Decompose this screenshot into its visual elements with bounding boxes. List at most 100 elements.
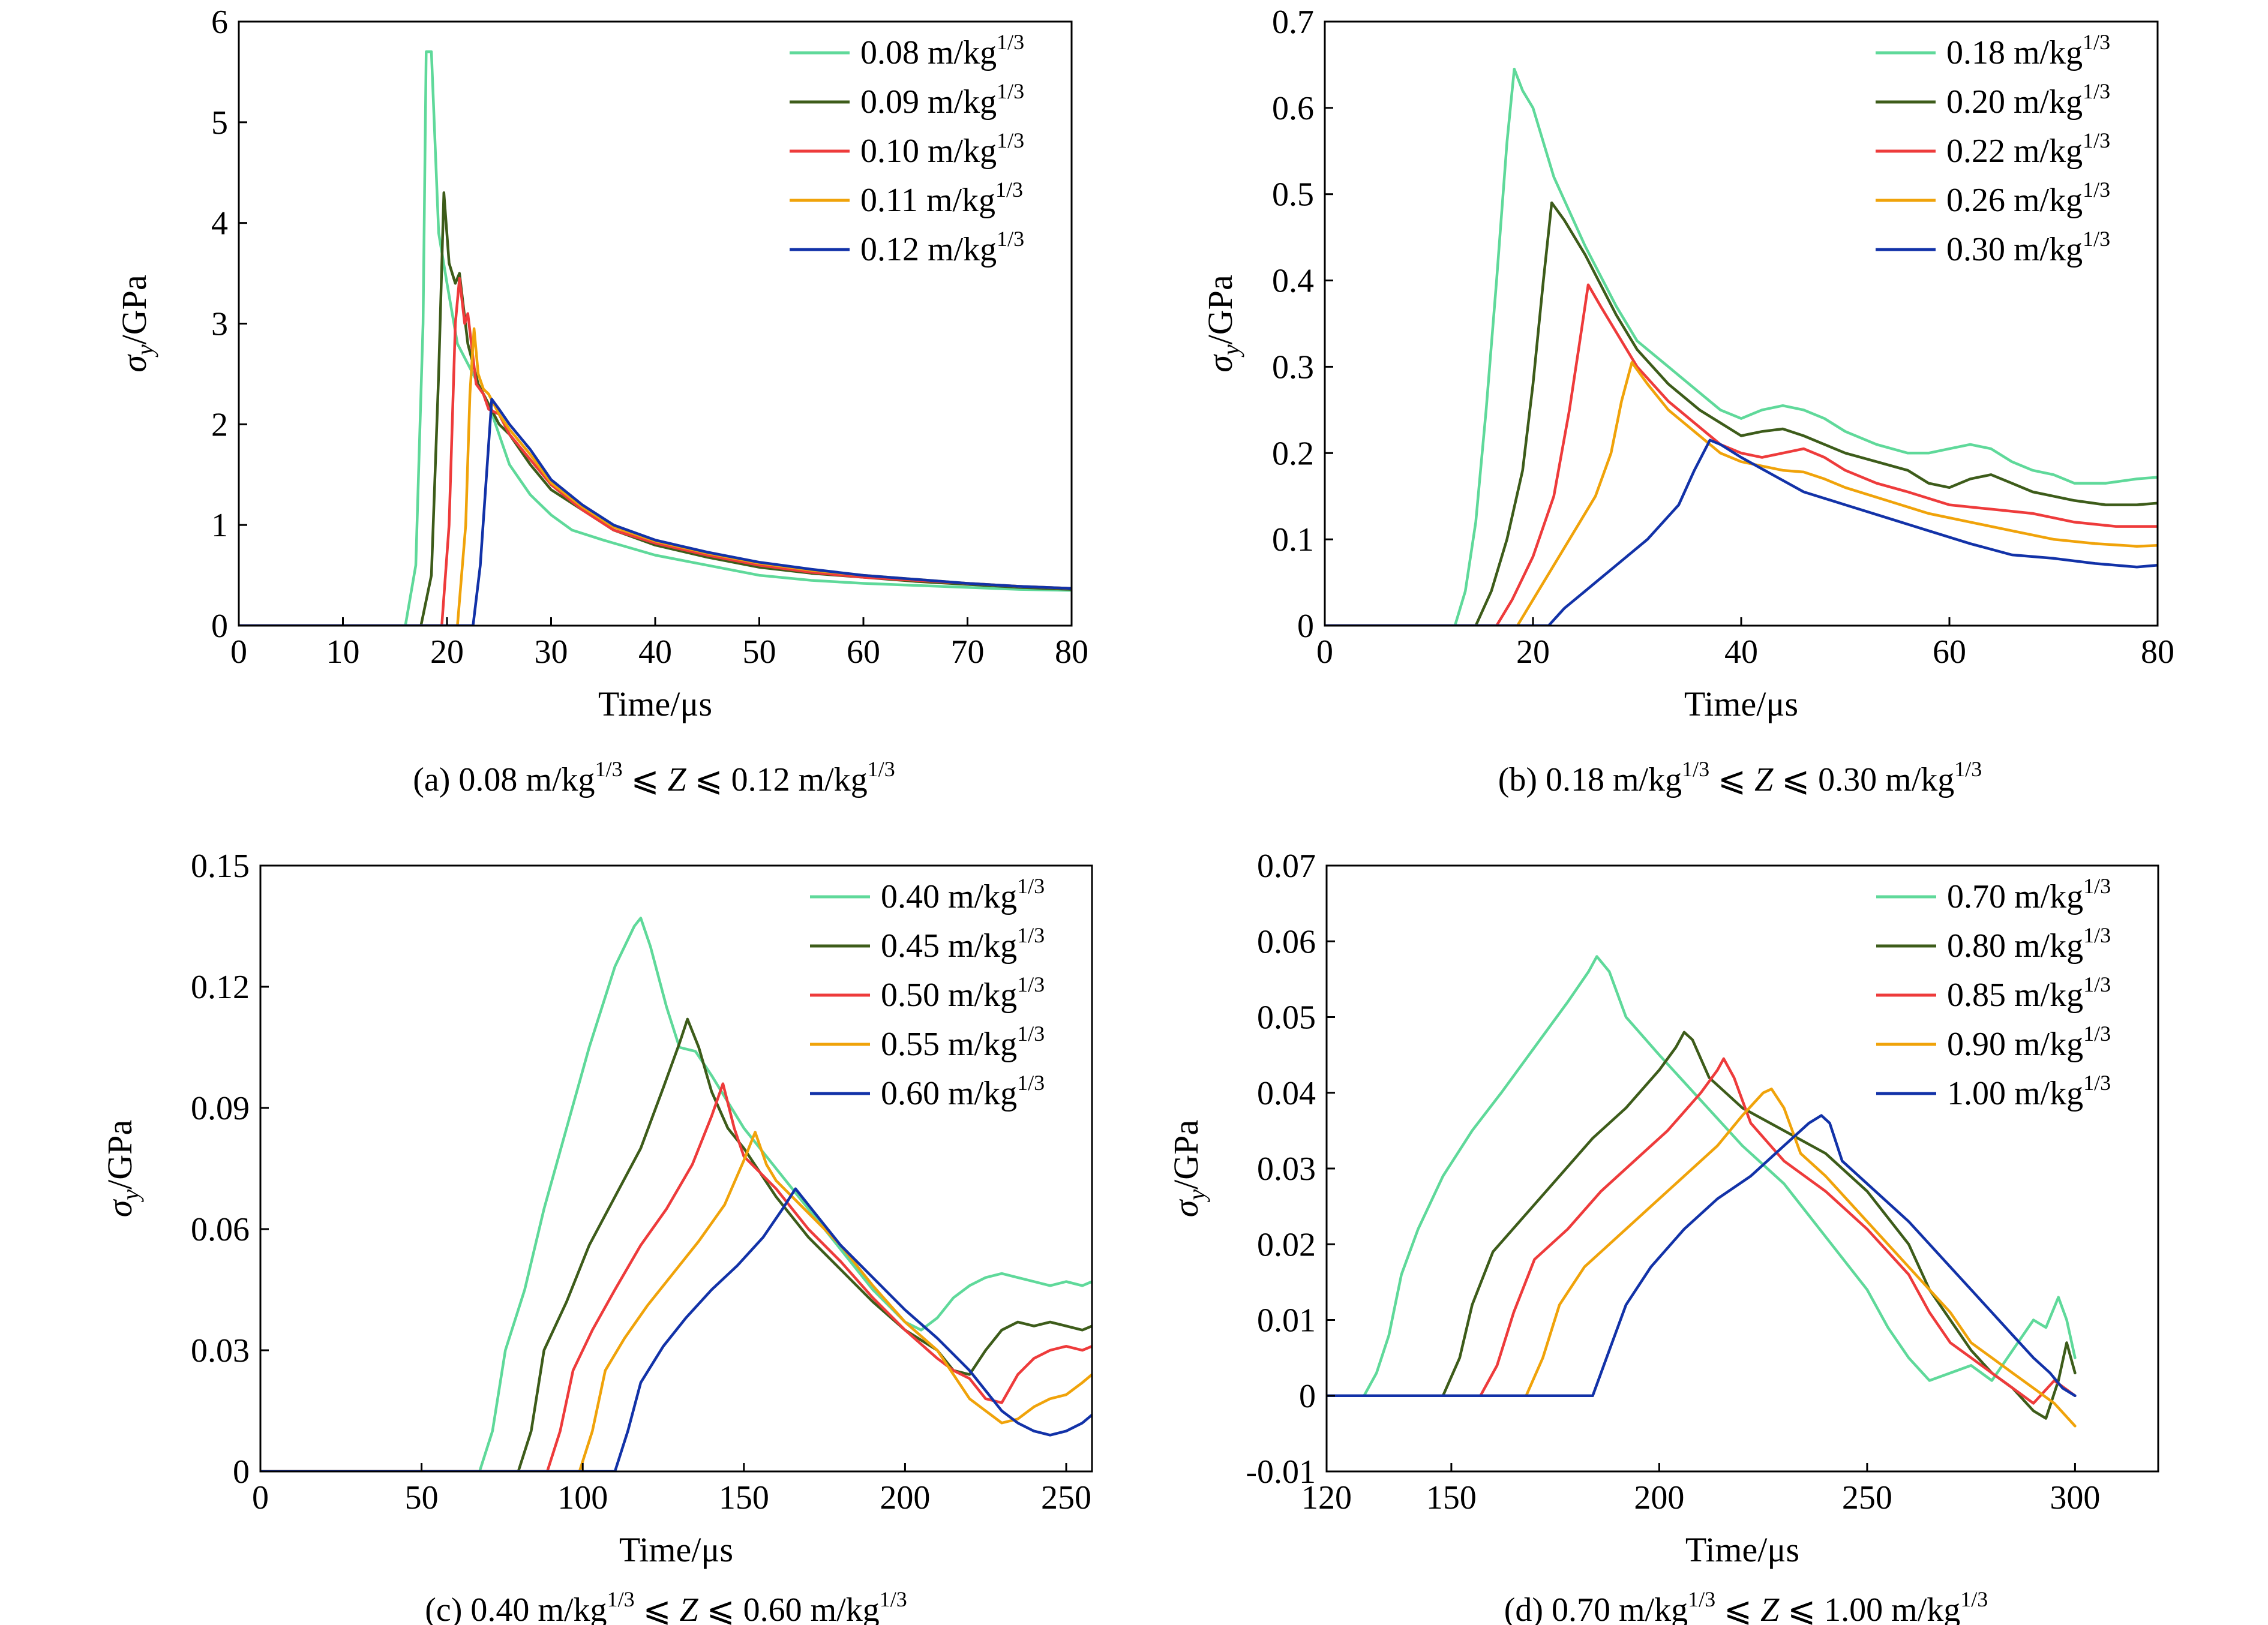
y-tick-label: -0.01 <box>1246 1453 1316 1491</box>
y-tick-label: 0.03 <box>1257 1151 1316 1188</box>
series-line-a-2 <box>239 277 1072 626</box>
legend: 0.70 m/kg1/3 0.80 m/kg1/3 0.85 m/kg1/3 0.90… <box>1876 874 2111 1112</box>
legend-label: 0.10 m/kg1/3 <box>860 128 1024 170</box>
y-axis-title: σy/GPa <box>1166 1120 1210 1217</box>
x-tick-label: 50 <box>405 1479 439 1516</box>
y-tick-label: 0.15 <box>191 848 250 885</box>
x-tick-label: 20 <box>430 633 464 671</box>
x-tick-label: 200 <box>1634 1479 1684 1516</box>
y-tick-label: 0.1 <box>1272 521 1314 558</box>
series-group <box>1325 67 2158 626</box>
x-tick-label: 120 <box>1301 1479 1352 1516</box>
legend-label: 0.90 m/kg1/3 <box>1947 1022 2111 1063</box>
legend: 0.18 m/kg1/3 0.20 m/kg1/3 0.22 m/kg1/3 0.26… <box>1876 30 2110 268</box>
x-tick-label: 20 <box>1516 633 1550 671</box>
x-axis-title: Time/μs <box>1685 1530 1799 1569</box>
y-tick-label: 0 <box>1297 608 1314 645</box>
legend-label: 0.45 m/kg1/3 <box>881 923 1045 965</box>
x-tick-label: 250 <box>1842 1479 1892 1516</box>
y-tick-label: 0.12 <box>191 969 250 1006</box>
legend-label: 0.22 m/kg1/3 <box>1946 128 2110 170</box>
x-tick-label: 250 <box>1041 1479 1091 1516</box>
y-axis-title: σy/GPa <box>100 1120 144 1217</box>
y-tick-label: 0.5 <box>1272 176 1314 214</box>
y-tick-label: 0.05 <box>1257 999 1316 1037</box>
legend-label: 0.12 m/kg1/3 <box>860 227 1024 268</box>
y-tick-label: 0 <box>233 1453 250 1491</box>
series-line-d-3 <box>1327 1088 2077 1428</box>
y-tick-label: 0.01 <box>1257 1302 1316 1339</box>
x-tick-label: 40 <box>1724 633 1758 671</box>
y-tick-label: 0.02 <box>1257 1226 1316 1263</box>
x-tick-label: 80 <box>1055 633 1088 671</box>
legend-label: 0.80 m/kg1/3 <box>1947 923 2111 965</box>
x-tick-label: 70 <box>951 633 985 671</box>
y-tick-label: 0 <box>1299 1378 1316 1415</box>
x-tick-label: 150 <box>1426 1479 1477 1516</box>
panel-caption: (d) 0.70 m/kg1/3 ⩽ Z ⩽ 1.00 m/kg1/3 <box>1504 1587 1988 1625</box>
series-line-b-1 <box>1325 201 2158 626</box>
y-tick-label: 0.4 <box>1272 263 1314 300</box>
series-line-a-4 <box>239 398 1072 626</box>
series-line-c-1 <box>260 1017 1092 1471</box>
y-axis-title: σy/GPa <box>1201 275 1244 372</box>
series-line-c-2 <box>260 1082 1092 1471</box>
x-tick-label: 150 <box>719 1479 769 1516</box>
series-line-d-1 <box>1327 1031 2077 1420</box>
legend: 0.08 m/kg1/3 0.09 m/kg1/3 0.10 m/kg1/3 0.11… <box>790 30 1024 268</box>
x-tick-label: 300 <box>2050 1479 2100 1516</box>
x-tick-label: 50 <box>743 633 776 671</box>
legend-label: 0.40 m/kg1/3 <box>881 874 1045 915</box>
series-line-d-0 <box>1327 955 2077 1398</box>
chart-panel-d: 120 150 200 250 300 -0.01 0 0.01 0.02 0.03 0.04 0.0… <box>1166 848 2159 1625</box>
x-tick-label: 30 <box>535 633 568 671</box>
y-tick-label: 0.2 <box>1272 435 1314 472</box>
panel-caption: (c) 0.40 m/kg1/3 ⩽ Z ⩽ 0.60 m/kg1/3 <box>425 1587 907 1625</box>
x-axis-title: Time/μs <box>598 684 712 723</box>
series-group <box>239 50 1072 626</box>
series-line-b-0 <box>1325 67 2158 626</box>
y-tick-label: 0.06 <box>191 1211 250 1248</box>
series-line-c-3 <box>260 1131 1092 1471</box>
y-tick-label: 0.06 <box>1257 923 1316 960</box>
y-tick-label: 0.09 <box>191 1090 250 1127</box>
x-axis-title: Time/μs <box>1684 684 1798 723</box>
y-tick-label: 3 <box>211 306 228 343</box>
x-tick-label: 100 <box>557 1479 608 1516</box>
x-tick-label: 40 <box>638 633 672 671</box>
panel-caption: (b) 0.18 m/kg1/3 ⩽ Z ⩽ 0.30 m/kg1/3 <box>1498 757 1982 798</box>
legend-label: 0.55 m/kg1/3 <box>881 1022 1045 1063</box>
panel-caption: (a) 0.08 m/kg1/3 ⩽ Z ⩽ 0.12 m/kg1/3 <box>413 757 895 798</box>
legend-label: 0.50 m/kg1/3 <box>881 972 1045 1014</box>
x-tick-label: 80 <box>2141 633 2174 671</box>
series-group <box>1327 955 2077 1428</box>
y-tick-label: 0.03 <box>191 1332 250 1369</box>
y-axis-title: σy/GPa <box>115 275 158 372</box>
x-tick-label: 200 <box>880 1479 930 1516</box>
legend-label: 1.00 m/kg1/3 <box>1947 1071 2111 1112</box>
x-tick-label: 0 <box>1316 633 1333 671</box>
y-tick-label: 0.6 <box>1272 90 1314 127</box>
x-tick-label: 60 <box>847 633 880 671</box>
plot-frame <box>259 864 1093 1473</box>
series-line-c-4 <box>260 1187 1092 1471</box>
chart-panel-a: 0 10 20 30 40 50 60 70 80 0 1 2 3 4 5 6 Time/μs σy/GPa 0.0… <box>115 4 1088 798</box>
x-tick-label: 0 <box>252 1479 269 1516</box>
legend-label: 0.30 m/kg1/3 <box>1946 227 2110 268</box>
x-tick-label: 60 <box>1933 633 1966 671</box>
y-tick-label: 0.07 <box>1257 848 1316 885</box>
legend-label: 0.60 m/kg1/3 <box>881 1071 1045 1112</box>
legend-label: 0.85 m/kg1/3 <box>1947 972 2111 1014</box>
y-tick-label: 0 <box>211 608 228 645</box>
series-line-d-2 <box>1327 1057 2077 1405</box>
y-tick-label: 4 <box>211 205 228 242</box>
legend-label: 0.09 m/kg1/3 <box>860 79 1024 121</box>
series-line-d-4 <box>1327 1114 2077 1398</box>
legend-label: 0.20 m/kg1/3 <box>1946 79 2110 121</box>
series-group <box>260 917 1092 1471</box>
y-tick-label: 0.04 <box>1257 1075 1316 1112</box>
chart-panel-b: 0 20 40 60 80 0 0.1 0.2 0.3 0.4 0.5 0.6 0.7 Time/μs σy… <box>1201 4 2174 798</box>
y-tick-label: 0.3 <box>1272 349 1314 386</box>
series-line-b-4 <box>1325 438 2158 626</box>
